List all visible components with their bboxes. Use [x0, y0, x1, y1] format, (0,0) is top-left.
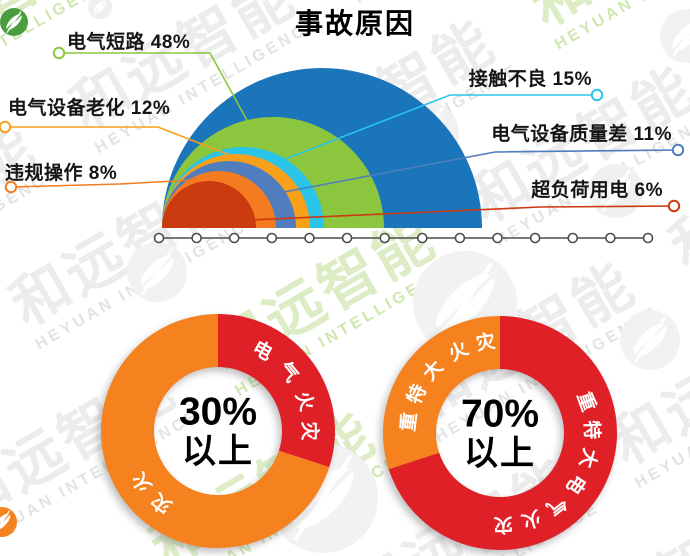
- heyuan-logo-icon: [620, 310, 680, 370]
- donut-share-of-fires: [101, 314, 336, 549]
- callout-label-电气设备质量差: 电气设备质量差 11%: [491, 124, 672, 145]
- donut-segment-火灾: [101, 314, 330, 549]
- heyuan-logo-icon: [589, 164, 643, 218]
- donut-segment-重特大火灾: [383, 316, 500, 470]
- donut-segment-char: 灾: [474, 329, 496, 355]
- callout-line: [10, 179, 195, 188]
- callout-dot: [667, 199, 681, 213]
- donut-right-percvalue: 70%: [460, 392, 540, 436]
- heyuan-logo-icon: [88, 0, 112, 19]
- donut-left-percsuffix: 以上: [182, 432, 254, 471]
- donut-share-of-major-fires: [383, 316, 617, 550]
- callout-label-超负荷用电: 超负荷用电 6%: [531, 180, 663, 201]
- axis-dot: [642, 232, 654, 244]
- heyuan-logo-icon: [0, 8, 28, 36]
- callout-label-电气短路: 电气短路 48%: [67, 32, 191, 53]
- axis-dot: [153, 232, 165, 244]
- axis-dot: [605, 232, 616, 244]
- callout-label-电气设备老化: 电气设备老化 12%: [8, 98, 171, 119]
- callout-line: [283, 149, 679, 193]
- callout-dot: [52, 46, 66, 60]
- axis-dot: [379, 232, 390, 244]
- axis-dot: [492, 232, 503, 244]
- axis-dot: [567, 232, 579, 244]
- axis-dot: [228, 232, 240, 244]
- callout-line: [59, 52, 249, 123]
- axis-dot: [191, 232, 202, 244]
- axis-dot: [529, 232, 541, 244]
- heyuan-logo-icon: [660, 9, 690, 63]
- callout-label-违规操作: 违规操作 8%: [5, 163, 118, 184]
- donut-segment-char: 灾: [493, 513, 513, 537]
- donut-left-percvalue: 30%: [178, 390, 258, 434]
- heyuan-logo-icon: [0, 507, 17, 537]
- donut-segment-char: 重: [397, 411, 421, 433]
- callout-dot: [0, 120, 12, 134]
- axis-dot: [417, 232, 428, 244]
- heyuan-logo-icon: [127, 242, 187, 302]
- donut-right-center-text: 70% 以上: [460, 392, 540, 473]
- callout-line: [282, 94, 597, 161]
- axis-dot: [266, 232, 278, 244]
- donut-segment-char: 特: [580, 420, 603, 440]
- callout-dot: [590, 88, 604, 102]
- axis-dot: [341, 232, 353, 244]
- donut-segment-重特大电气火灾: [388, 316, 617, 550]
- ring-超负荷用电: [162, 181, 256, 228]
- callout-line: [5, 126, 233, 157]
- callout-dot: [4, 180, 18, 194]
- donut-left-center-text: 30% 以上: [178, 390, 258, 471]
- page-title: 事故原因: [294, 8, 416, 39]
- axis-dot: [304, 232, 315, 244]
- donut-right-percsuffix: 以上: [464, 434, 536, 473]
- callout-line: [249, 205, 675, 221]
- donut-segment-char: 灾: [299, 421, 322, 440]
- callout-dot: [671, 143, 685, 157]
- axis-dot: [454, 232, 466, 244]
- callout-label-接触不良: 接触不良 15%: [468, 69, 592, 90]
- donut-segment-电气火灾: [218, 314, 336, 468]
